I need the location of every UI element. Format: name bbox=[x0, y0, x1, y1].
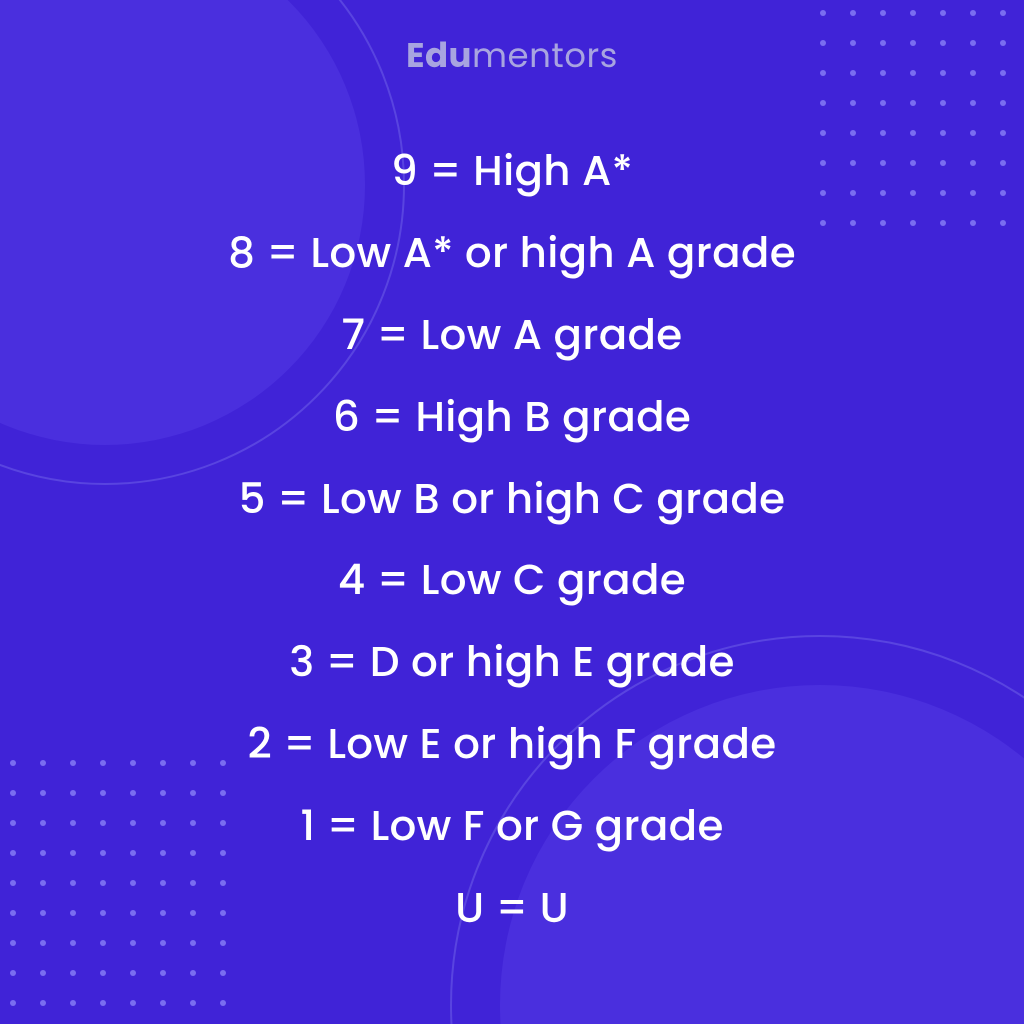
decor-dot bbox=[70, 1000, 76, 1006]
grade-line: 9 = High A* bbox=[0, 130, 1024, 212]
decor-dot bbox=[10, 970, 16, 976]
grade-line: 1 = Low F or G grade bbox=[0, 785, 1024, 867]
decor-dot bbox=[880, 100, 886, 106]
decor-dot bbox=[40, 970, 46, 976]
grade-line: 5 = Low B or high C grade bbox=[0, 458, 1024, 540]
decor-dot bbox=[820, 100, 826, 106]
decor-dot bbox=[130, 970, 136, 976]
grade-list: 9 = High A*8 = Low A* or high A grade7 =… bbox=[0, 130, 1024, 949]
grade-line: 4 = Low C grade bbox=[0, 539, 1024, 621]
decor-dot bbox=[880, 10, 886, 16]
decor-dot bbox=[850, 10, 856, 16]
decor-dot bbox=[220, 1000, 226, 1006]
decor-dot bbox=[1000, 100, 1006, 106]
decor-dot bbox=[130, 1000, 136, 1006]
decor-dot bbox=[70, 970, 76, 976]
decor-dot bbox=[940, 10, 946, 16]
decor-dot bbox=[10, 1000, 16, 1006]
decor-dot bbox=[190, 1000, 196, 1006]
decor-dot bbox=[1000, 10, 1006, 16]
decor-dot bbox=[100, 970, 106, 976]
brand-logo: Edumentors bbox=[0, 30, 1024, 81]
decor-dot bbox=[160, 1000, 166, 1006]
decor-dot bbox=[910, 100, 916, 106]
grade-line: U = U bbox=[0, 867, 1024, 949]
grade-line: 8 = Low A* or high A grade bbox=[0, 212, 1024, 294]
decor-dot bbox=[970, 10, 976, 16]
grade-line: 7 = Low A grade bbox=[0, 294, 1024, 376]
brand-logo-light: mentors bbox=[472, 31, 618, 79]
brand-logo-bold: Edu bbox=[406, 31, 472, 79]
decor-dot bbox=[850, 100, 856, 106]
decor-dot bbox=[100, 1000, 106, 1006]
grade-line: 3 = D or high E grade bbox=[0, 621, 1024, 703]
decor-dot bbox=[190, 970, 196, 976]
decor-dot bbox=[220, 970, 226, 976]
decor-dot bbox=[40, 1000, 46, 1006]
grade-line: 6 = High B grade bbox=[0, 376, 1024, 458]
grade-line: 2 = Low E or high F grade bbox=[0, 703, 1024, 785]
decor-dot bbox=[910, 10, 916, 16]
decor-dot bbox=[940, 100, 946, 106]
decor-dot bbox=[970, 100, 976, 106]
infographic-canvas: Edumentors 9 = High A*8 = Low A* or high… bbox=[0, 0, 1024, 1024]
decor-dot bbox=[160, 970, 166, 976]
decor-dot bbox=[820, 10, 826, 16]
